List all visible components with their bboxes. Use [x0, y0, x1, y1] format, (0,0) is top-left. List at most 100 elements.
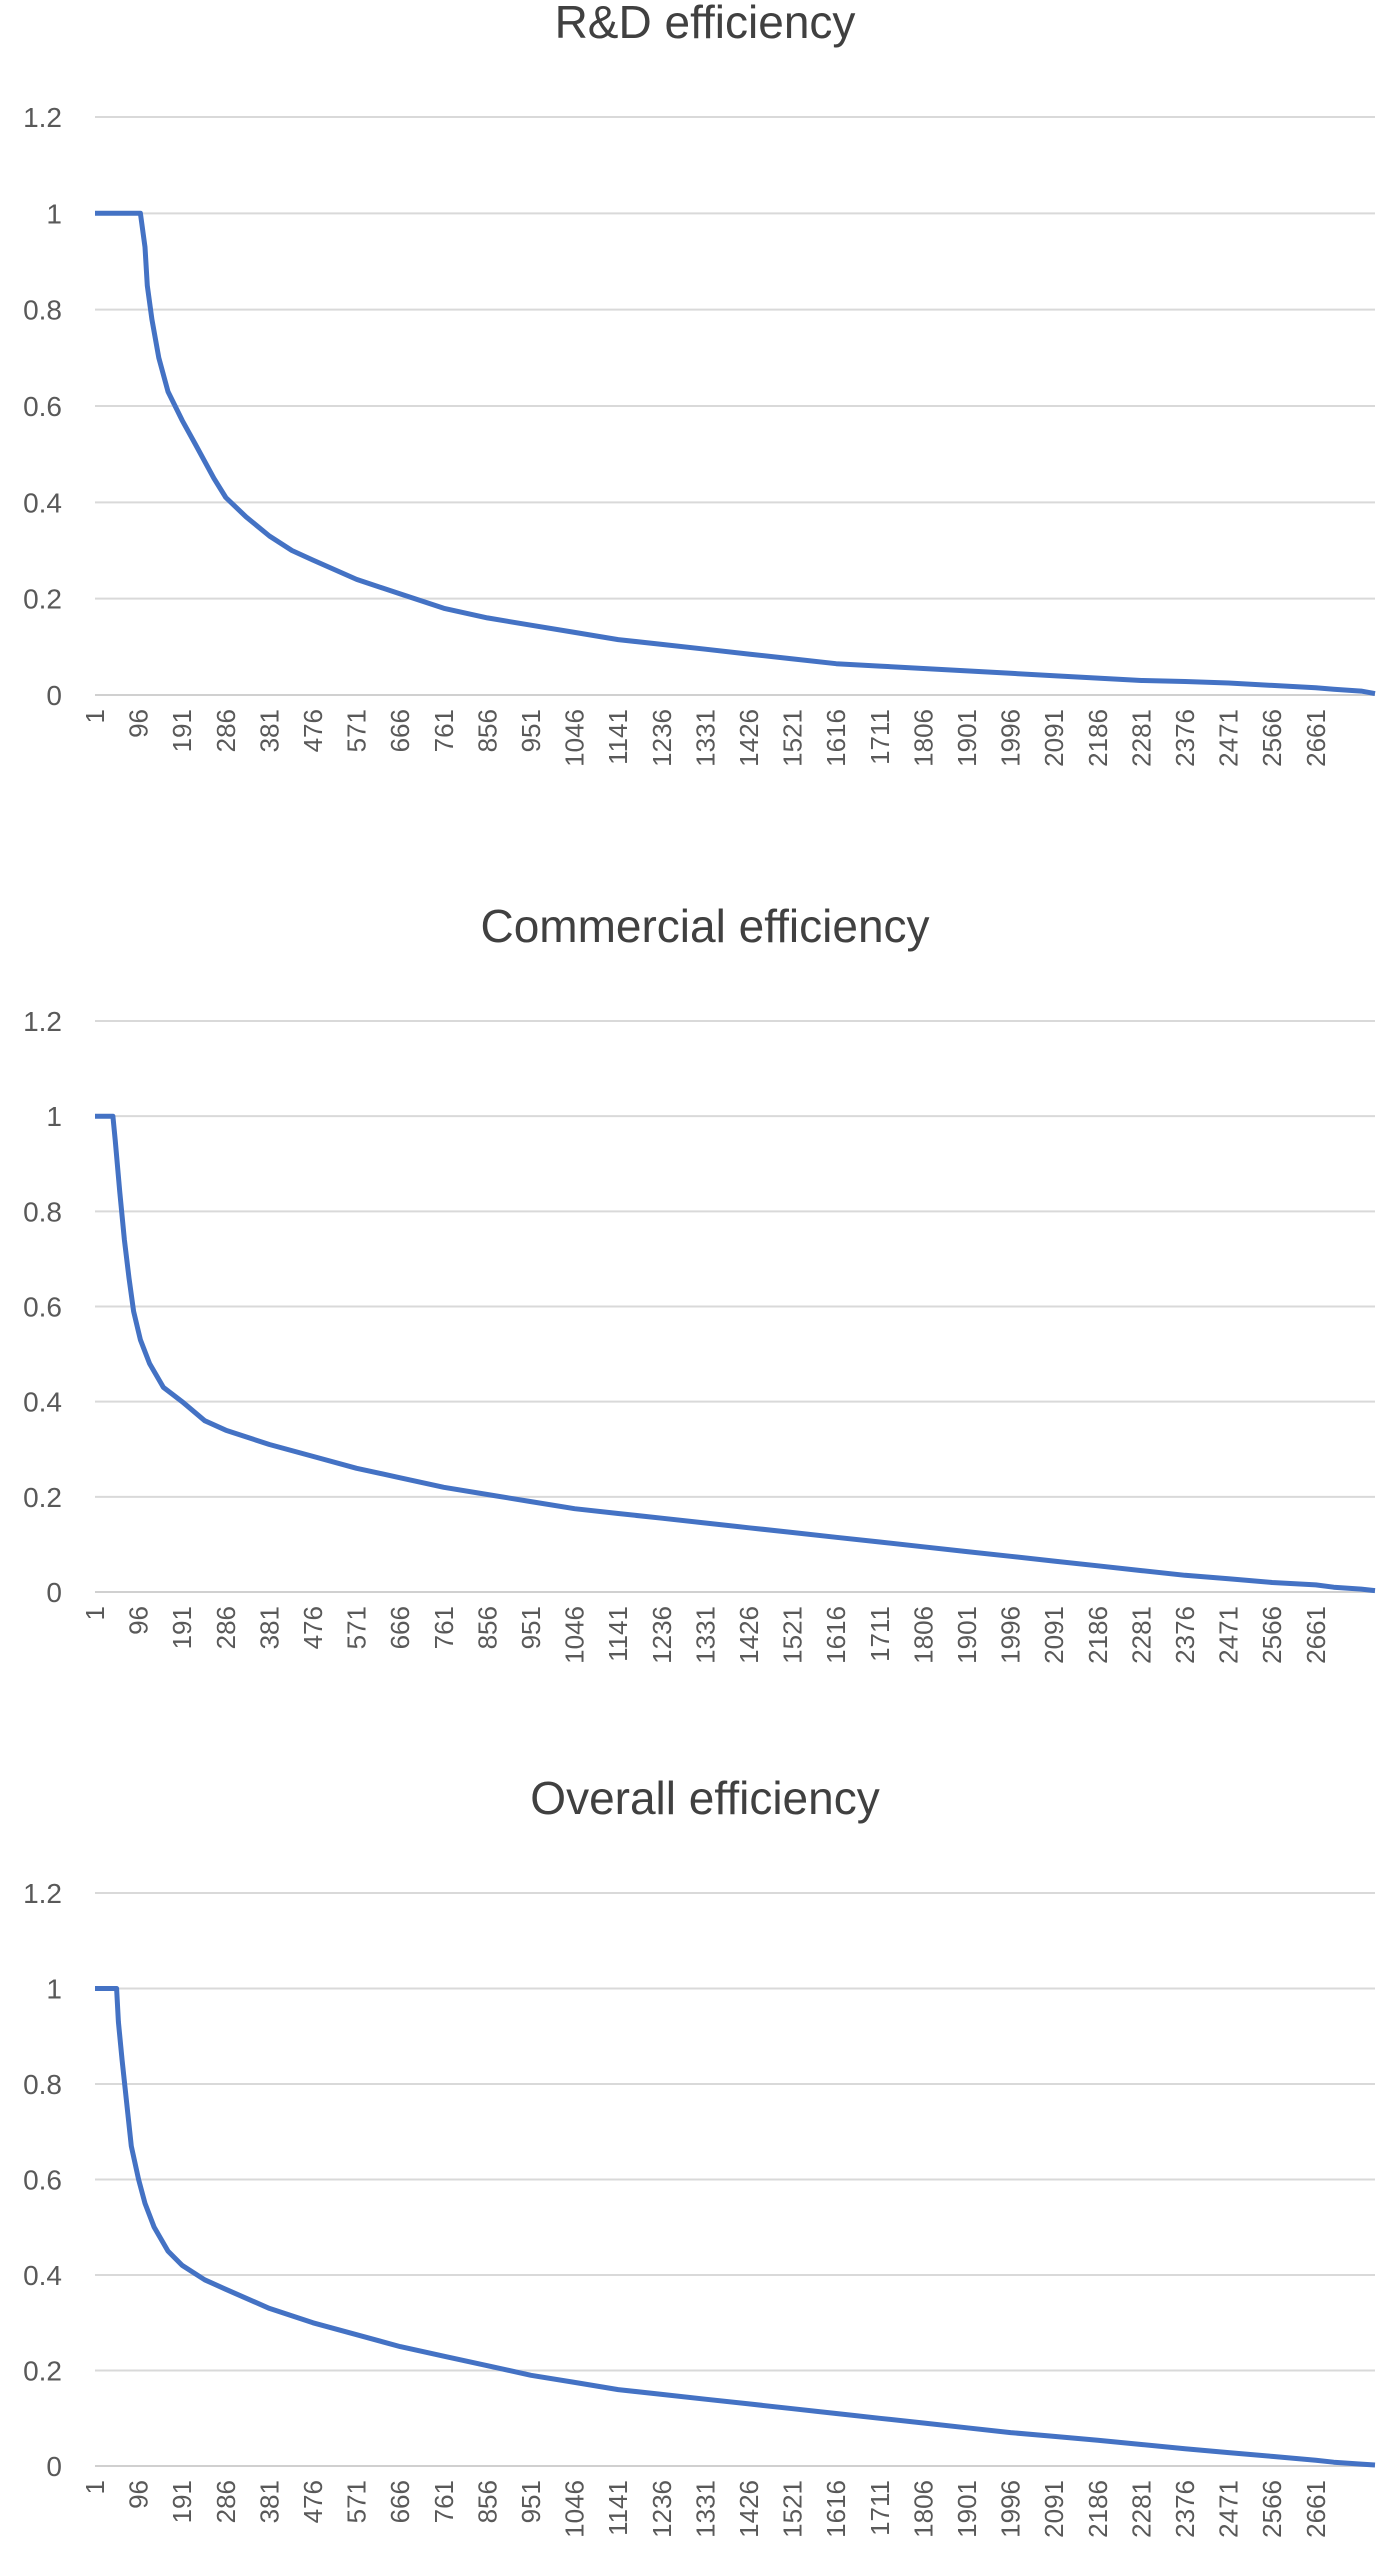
x-tick-label: 1711 [865, 2480, 895, 2536]
series-line [95, 210, 1376, 697]
x-tick-label: 1996 [996, 2480, 1026, 2538]
x-tick-label: 1141 [603, 709, 633, 765]
chart-panel: R&D efficiency 0 0.2 0.4 0.6 0.8 1 1.2 1 96 191 286… [23, 0, 1376, 767]
x-tick-label: 1046 [560, 1606, 590, 1664]
x-tick-label: 1236 [647, 709, 677, 767]
x-tick-label: 476 [298, 709, 328, 752]
x-tick-label: 1806 [908, 2480, 938, 2538]
chart-title: Commercial efficiency [480, 900, 929, 952]
x-tick-label: 1996 [996, 709, 1026, 767]
y-tick-label: 0 [46, 1577, 62, 1608]
x-tick-label: 191 [167, 709, 197, 752]
x-tick-label: 1236 [647, 2480, 677, 2538]
x-tick-label: 2471 [1214, 1606, 1244, 1664]
y-tick-label: 0.4 [23, 1387, 62, 1418]
x-tick-label: 381 [254, 1606, 284, 1649]
y-tick-label: 0 [46, 680, 62, 711]
x-tick-label: 1046 [560, 709, 590, 767]
x-tick-label: 1331 [690, 2480, 720, 2538]
y-tick-label: 0.2 [23, 2356, 62, 2387]
chart-panel: Overall efficiency 0 0.2 0.4 0.6 0.8 1 1.2 1 96 19… [23, 1772, 1376, 2538]
x-tick-label: 1331 [690, 709, 720, 767]
x-tick-label: 1 [80, 2480, 110, 2494]
x-tick-label: 666 [385, 709, 415, 752]
x-tick-label: 1046 [560, 2480, 590, 2538]
x-tick-label: 1806 [908, 1606, 938, 1664]
x-tick-label: 96 [124, 1606, 154, 1635]
x-tick-label: 286 [211, 709, 241, 752]
chart-title: R&D efficiency [555, 0, 856, 48]
x-tick-label: 1426 [734, 1606, 764, 1664]
y-tick-label: 0.8 [23, 1196, 62, 1227]
x-tick-label: 191 [167, 1606, 197, 1649]
x-tick-label: 1616 [821, 1606, 851, 1664]
y-tick-label: 0 [46, 2451, 62, 2482]
y-tick-label: 0.8 [23, 2069, 62, 2100]
x-tick-label: 1521 [778, 2480, 808, 2538]
x-tick-label: 856 [472, 2480, 502, 2523]
y-tick-label: 0.2 [23, 584, 62, 615]
x-tick-label: 191 [167, 2480, 197, 2523]
x-tick-label: 666 [385, 1606, 415, 1649]
x-tick-label: 2566 [1257, 1606, 1287, 1664]
x-tick-label: 856 [472, 709, 502, 752]
x-tick-label: 951 [516, 1606, 546, 1649]
y-tick-label: 0.8 [23, 295, 62, 326]
y-tick-label: 1 [46, 198, 62, 229]
x-tick-label: 2376 [1170, 1606, 1200, 1664]
x-tick-label: 1426 [734, 709, 764, 767]
x-tick-label: 761 [429, 1606, 459, 1649]
x-tick-label: 1901 [952, 709, 982, 767]
x-tick-label: 1901 [952, 1606, 982, 1664]
x-tick-label: 1521 [778, 1606, 808, 1664]
x-tick-label: 1806 [908, 709, 938, 767]
x-tick-label: 96 [124, 2480, 154, 2509]
x-tick-label: 2376 [1170, 2480, 1200, 2538]
series-line [95, 1113, 1376, 1594]
y-tick-label: 0.4 [23, 2260, 62, 2291]
y-tick-label: 1.2 [23, 1006, 62, 1037]
x-tick-label: 1236 [647, 1606, 677, 1664]
x-tick-label: 2661 [1301, 709, 1331, 767]
x-tick-label: 571 [342, 1606, 372, 1649]
x-tick-label: 2281 [1126, 709, 1156, 767]
x-tick-label: 286 [211, 1606, 241, 1649]
x-tick-label: 1521 [778, 709, 808, 767]
x-tick-label: 2661 [1301, 2480, 1331, 2538]
x-tick-label: 666 [385, 2480, 415, 2523]
chart-title: Overall efficiency [530, 1772, 879, 1824]
x-tick-label: 1141 [603, 1606, 633, 1662]
x-tick-label: 2566 [1257, 2480, 1287, 2538]
y-tick-label: 1.2 [23, 1878, 62, 1909]
y-tick-label: 0.6 [23, 1292, 62, 1323]
x-tick-label: 1616 [821, 2480, 851, 2538]
x-tick-label: 1 [80, 1606, 110, 1620]
x-tick-label: 1331 [690, 1606, 720, 1664]
x-tick-label: 1426 [734, 2480, 764, 2538]
x-tick-label: 571 [342, 709, 372, 752]
y-tick-label: 0.6 [23, 391, 62, 422]
x-tick-label: 1996 [996, 1606, 1026, 1664]
x-tick-label: 2091 [1039, 709, 1069, 767]
x-tick-label: 1 [80, 709, 110, 723]
x-tick-label: 381 [254, 709, 284, 752]
x-tick-label: 286 [211, 2480, 241, 2523]
x-tick-label: 2186 [1083, 2480, 1113, 2538]
x-tick-label: 1901 [952, 2480, 982, 2538]
x-tick-label: 2281 [1126, 1606, 1156, 1664]
x-tick-label: 2186 [1083, 709, 1113, 767]
x-tick-label: 1711 [865, 1606, 895, 1662]
x-tick-label: 2376 [1170, 709, 1200, 767]
x-tick-label: 1141 [603, 2480, 633, 2536]
x-tick-label: 2091 [1039, 1606, 1069, 1664]
x-tick-label: 856 [472, 1606, 502, 1649]
x-tick-label: 1711 [865, 709, 895, 765]
x-tick-label: 2471 [1214, 709, 1244, 767]
x-tick-label: 2471 [1214, 2480, 1244, 2538]
y-tick-label: 1.2 [23, 102, 62, 133]
x-tick-label: 476 [298, 2480, 328, 2523]
y-tick-label: 0.4 [23, 487, 62, 518]
x-tick-label: 951 [516, 709, 546, 752]
